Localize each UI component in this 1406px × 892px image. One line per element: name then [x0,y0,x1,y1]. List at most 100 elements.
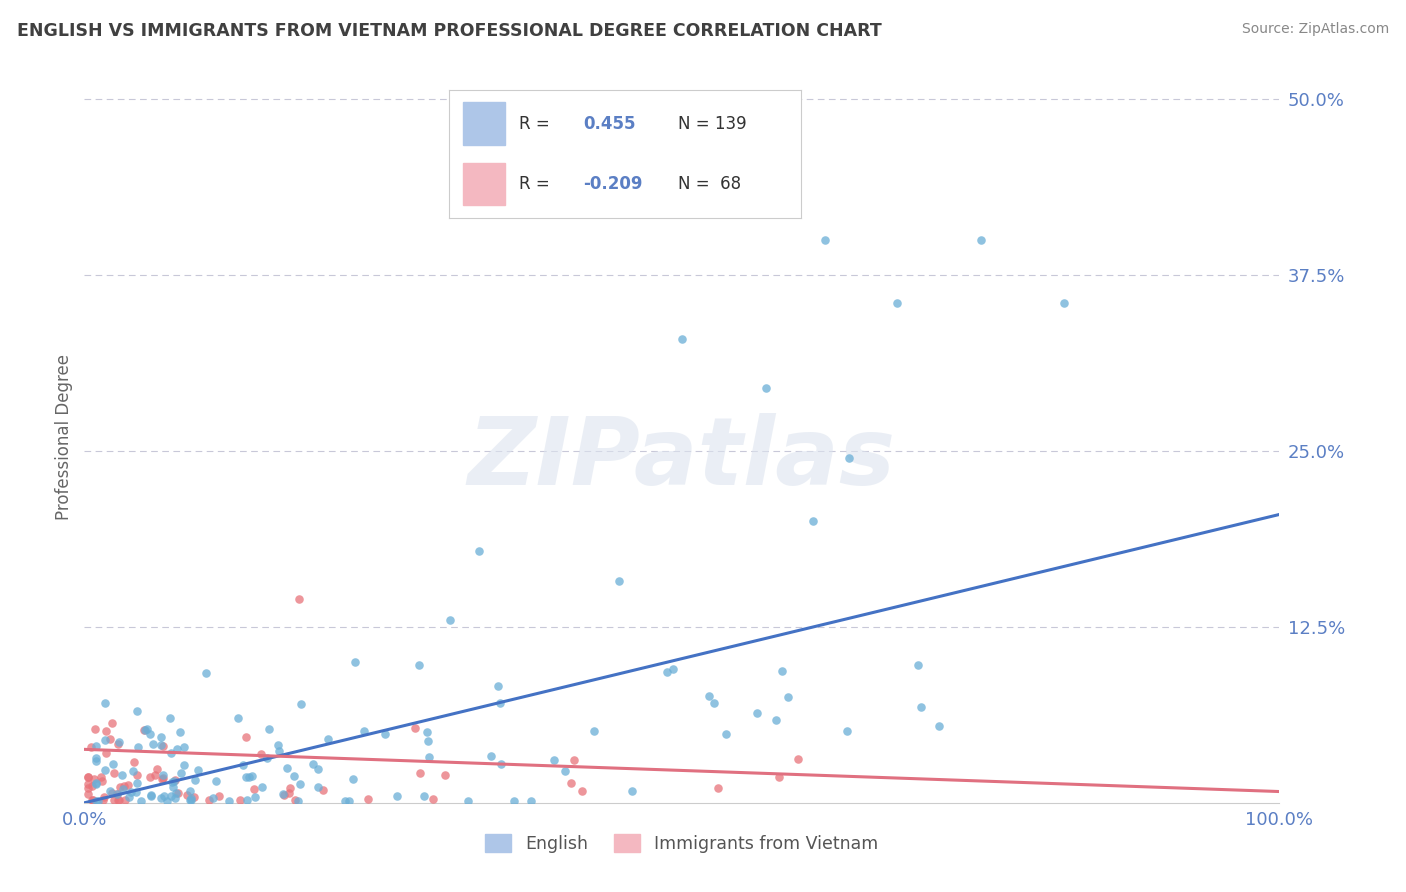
Point [288,591,311,606]
Point [312,782,335,797]
Point [124,755,146,769]
Point [519,794,541,808]
Point [150,772,173,787]
Point [235,731,257,745]
Point [342,772,364,787]
Point [609,574,631,588]
Point [468,543,491,558]
Point [90,770,112,784]
Point [107,793,129,807]
Point [173,758,195,772]
Point [408,657,430,672]
Point [273,788,295,802]
Point [83,722,105,736]
Point [837,724,859,739]
Point [287,794,309,808]
Point [150,738,173,752]
Point [87,794,110,808]
Point [970,233,993,247]
Point [235,770,257,784]
Point [183,789,205,804]
Point [82,793,104,807]
Point [307,762,329,776]
Point [77,777,100,791]
Point [503,794,526,808]
Point [112,779,135,793]
Point [122,764,145,778]
Point [907,658,929,673]
Point [457,794,479,808]
Point [337,794,360,808]
Point [187,763,209,777]
Point [105,787,128,801]
Point [163,790,186,805]
Point [77,780,100,795]
Point [77,770,100,784]
Point [768,770,790,784]
Point [159,711,181,725]
Point [152,739,174,753]
Point [105,787,128,801]
Point [374,727,396,741]
Point [127,704,149,718]
Point [139,788,162,802]
Point [86,794,108,808]
Point [162,780,184,794]
Point [1053,296,1076,310]
Point [256,751,278,765]
Point [91,793,114,807]
Point [416,725,439,739]
Point [162,774,184,789]
Point [554,764,576,779]
Point [111,781,134,796]
Point [245,790,267,805]
Point [120,784,142,798]
Point [250,780,273,794]
Point [103,766,125,780]
Point [107,738,129,752]
Point [765,713,787,727]
Point [886,296,908,310]
Legend: English, Immigrants from Vietnam: English, Immigrants from Vietnam [478,827,886,860]
Point [179,784,201,798]
Point [357,791,380,805]
Point [307,780,329,795]
Point [82,779,104,793]
Point [486,679,509,693]
Point [284,792,307,806]
Point [159,746,181,760]
Point [86,751,108,765]
Point [101,757,124,772]
Point [232,758,254,772]
Point [160,789,183,804]
Point [433,768,456,782]
Point [129,794,152,808]
Point [114,793,136,807]
Point [413,789,436,804]
Point [343,655,366,669]
Point [240,769,263,783]
Point [928,719,950,733]
Point [117,778,139,792]
Point [218,794,240,808]
Point [176,788,198,802]
Point [250,747,273,761]
Point [96,723,118,738]
Point [167,786,190,800]
Point [418,750,440,764]
Point [404,721,426,735]
Point [153,789,176,804]
Point [571,784,593,798]
Point [93,733,115,747]
Point [107,735,129,749]
Point [195,665,218,680]
Point [77,787,100,801]
Point [489,756,512,771]
Point [107,793,129,807]
Point [301,756,323,771]
Point [173,739,195,754]
Point [582,724,605,739]
Point [145,768,167,782]
Point [141,789,163,804]
Point [169,725,191,739]
